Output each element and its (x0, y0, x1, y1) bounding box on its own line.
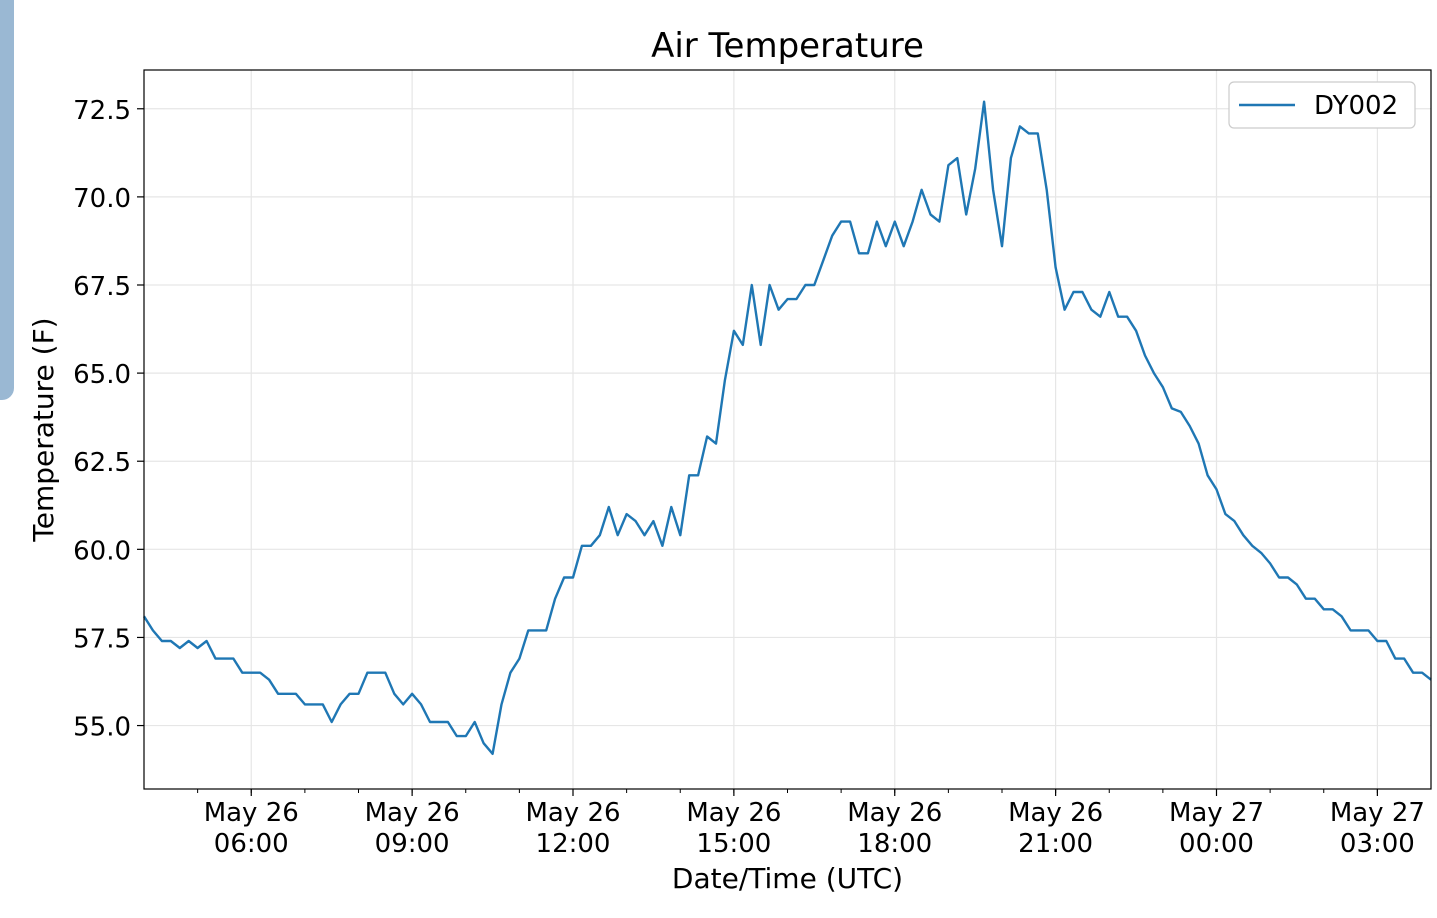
x-tick-label-date: May 26 (847, 798, 942, 828)
x-tick-label-time: 03:00 (1340, 829, 1415, 859)
y-axis-label: Temperature (F) (27, 317, 60, 542)
legend-box (1228, 81, 1416, 129)
grid-lines (144, 70, 1431, 789)
x-tick-label-time: 15:00 (696, 829, 771, 859)
legend: DY002 (1228, 81, 1416, 129)
x-tick-label-time: 06:00 (214, 829, 289, 859)
y-tick-label: 62.5 (73, 448, 131, 478)
x-tick-label-date: May 27 (1169, 798, 1264, 828)
series-layer (142, 100, 1432, 755)
chart-title: Air Temperature (651, 26, 924, 66)
x-tick-label-date: May 26 (1008, 798, 1103, 828)
y-tick-label: 55.0 (73, 713, 131, 743)
y-tick-label: 70.0 (73, 184, 131, 214)
x-tick-label-time: 21:00 (1018, 829, 1093, 859)
y-tick-label: 65.0 (73, 360, 131, 390)
x-tick-label-time: 18:00 (857, 829, 932, 859)
y-tick-label: 67.5 (73, 272, 131, 302)
y-tick-label: 60.0 (73, 536, 131, 566)
series-line-dy002 (142, 100, 1432, 755)
y-tick-label: 57.5 (73, 624, 131, 654)
x-tick-label-date: May 26 (686, 798, 781, 828)
y-axis: 55.0 57.5 60.0 62.5 65.0 67.5 70.0 72.5 (73, 96, 144, 743)
side-panel-tab[interactable] (0, 0, 14, 400)
x-tick-label-date: May 26 (204, 798, 299, 828)
y-tick-label: 72.5 (73, 96, 131, 126)
x-tick-label-date: May 26 (365, 798, 460, 828)
x-tick-label-time: 00:00 (1179, 829, 1254, 859)
x-tick-label-date: May 26 (525, 798, 620, 828)
legend-label: DY002 (1314, 91, 1398, 121)
plot-frame (143, 69, 1432, 790)
x-axis-label: Date/Time (UTC) (672, 862, 903, 895)
x-tick-label-time: 09:00 (375, 829, 450, 859)
x-tick-label-time: 12:00 (536, 829, 611, 859)
x-tick-label-date: May 27 (1330, 798, 1425, 828)
